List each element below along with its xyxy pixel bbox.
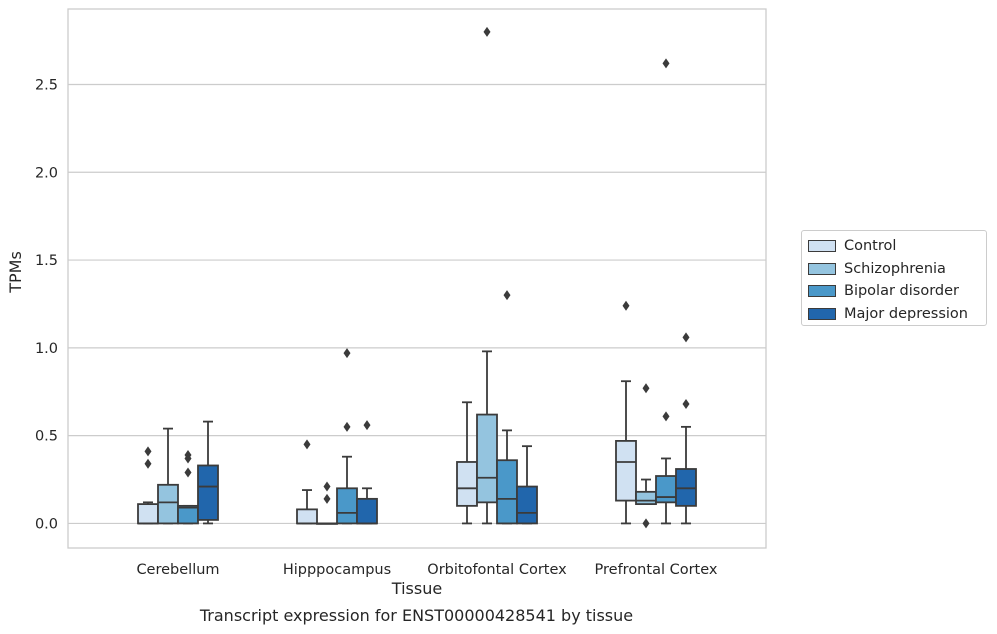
box-bipolar-disorder <box>177 449 199 525</box>
box-body <box>635 490 657 506</box>
outlier-point <box>642 518 650 529</box>
y-tick-labels: 0.0 0.5 1.0 1.5 2.0 2.5 <box>35 77 58 532</box>
legend-swatch-schizophrenia <box>808 262 836 275</box>
grid-lines <box>68 83 766 525</box>
x-tick-label: Hipppocampus <box>283 562 391 578</box>
outlier-point <box>662 58 670 69</box>
outlier-point <box>503 290 511 301</box>
box-major-depression <box>197 420 219 525</box>
legend-item-major-depression: Major depression <box>808 303 986 326</box>
box-body <box>476 413 498 504</box>
box-bipolar-disorder <box>655 58 677 525</box>
y-tick-label: 0.0 <box>35 516 58 532</box>
outlier-point <box>144 446 152 457</box>
box-control <box>296 439 318 525</box>
box-body <box>456 461 478 507</box>
outlier-point <box>184 449 192 460</box>
legend-item-bipolar-disorder: Bipolar disorder <box>808 280 986 303</box>
box-body <box>157 483 179 525</box>
box-bipolar-disorder <box>496 290 518 525</box>
outlier-point <box>323 481 331 492</box>
y-tick-label: 2.0 <box>35 165 58 181</box>
outlier-point <box>184 467 192 478</box>
box-major-depression <box>356 420 378 525</box>
outlier-point <box>682 332 690 343</box>
chart-caption: Transcript expression for ENST0000042854… <box>199 606 634 625</box>
x-tick-label: Orbitofontal Cortex <box>427 562 567 578</box>
box-major-depression <box>675 332 697 525</box>
box-body <box>197 464 219 521</box>
outlier-point <box>144 458 152 469</box>
legend-label-control: Control <box>844 238 897 255</box>
outlier-point <box>642 383 650 394</box>
y-tick-label: 2.5 <box>35 77 58 93</box>
x-tick-labels: Cerebellum Hipppocampus Orbitofontal Corte… <box>136 562 717 578</box>
box-body <box>615 440 637 502</box>
boxes-layer <box>137 26 697 529</box>
box-body <box>296 508 318 525</box>
box-body <box>336 487 358 525</box>
legend-swatch-bipolar-disorder <box>808 285 836 298</box>
box-body <box>137 503 159 525</box>
y-tick-label: 1.0 <box>35 341 58 357</box>
box-bipolar-disorder <box>336 348 358 525</box>
outlier-point <box>303 439 311 450</box>
outlier-point <box>343 348 351 359</box>
legend-label-schizophrenia: Schizophrenia <box>844 260 946 277</box>
outlier-point <box>483 26 491 37</box>
outlier-point <box>323 493 331 504</box>
outlier-point <box>343 421 351 432</box>
legend-item-schizophrenia: Schizophrenia <box>808 258 986 281</box>
y-axis-label: TPMs <box>6 251 25 294</box>
box-schizophrenia <box>476 26 498 525</box>
y-tick-label: 0.5 <box>35 429 58 445</box>
legend-swatch-control <box>808 240 836 253</box>
x-tick-label: Cerebellum <box>136 562 219 578</box>
legend: Control Schizophrenia Bipolar disorder M… <box>801 230 987 326</box>
box-body <box>496 459 518 525</box>
x-axis-label: Tissue <box>391 579 442 598</box>
box-control <box>615 300 637 525</box>
box-schizophrenia <box>157 427 179 525</box>
outlier-point <box>622 300 630 311</box>
outlier-point <box>682 399 690 410</box>
legend-label-bipolar-disorder: Bipolar disorder <box>844 283 959 300</box>
box-control <box>137 446 159 525</box>
legend-swatch-major-depression <box>808 307 836 320</box>
x-tick-label: Prefrontal Cortex <box>595 562 718 578</box>
outlier-point <box>363 420 371 431</box>
legend-label-major-depression: Major depression <box>844 305 968 322</box>
legend-item-control: Control <box>808 235 986 258</box>
outlier-point <box>662 411 670 422</box>
box-body <box>516 485 538 525</box>
box-control <box>456 401 478 525</box>
box-body <box>655 475 677 504</box>
box-schizophrenia <box>316 481 338 525</box>
plot-area-frame <box>67 8 767 549</box>
box-major-depression <box>516 445 538 525</box>
box-schizophrenia <box>635 383 657 529</box>
y-tick-label: 1.5 <box>35 253 58 269</box>
box-body <box>356 497 378 525</box>
